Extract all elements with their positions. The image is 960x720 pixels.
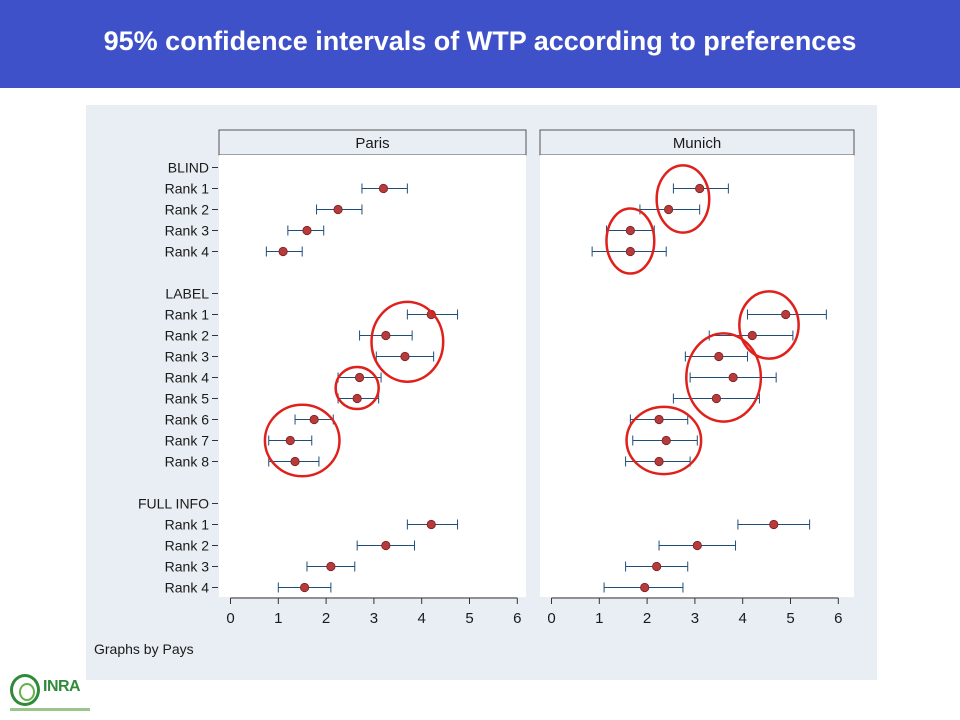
row-label: Rank 3 [165, 223, 210, 239]
row-label: Rank 1 [165, 181, 210, 197]
estimate-point [640, 582, 650, 593]
highlight-circle [625, 405, 703, 476]
slide-title: 95% confidence intervals of WTP accordin… [103, 26, 857, 56]
estimate-point [781, 309, 791, 320]
estimate-point [381, 540, 391, 551]
highlight-circle [738, 290, 800, 360]
x-tick-label: 3 [370, 610, 378, 627]
x-tick-label: 1 [595, 610, 603, 627]
estimate-point [747, 330, 757, 341]
highlight-circle [263, 403, 341, 478]
estimate-point [299, 582, 310, 593]
logo-underline [10, 708, 90, 711]
estimate-point [426, 519, 436, 530]
row-label: Rank 3 [165, 349, 210, 365]
highlight-circle [685, 332, 763, 423]
x-tick-label: 2 [643, 610, 651, 627]
x-tick-label: 5 [465, 610, 473, 627]
estimate-point [278, 246, 288, 257]
highlight-circle [334, 365, 380, 411]
row-label: Rank 1 [165, 517, 210, 533]
estimate-point [290, 456, 300, 467]
estimate-point [769, 519, 779, 530]
estimate-point [654, 456, 664, 467]
estimate-point [625, 225, 635, 236]
x-tick-label: 6 [834, 610, 842, 627]
estimate-point [711, 393, 722, 404]
estimate-point [378, 183, 389, 194]
x-tick-label: 0 [226, 610, 234, 627]
row-label: Rank 2 [165, 202, 210, 218]
highlight-circle [655, 164, 711, 234]
estimate-point [352, 393, 362, 404]
inra-logo-mark [10, 674, 40, 706]
estimate-point [302, 225, 312, 236]
panel-title: Paris [355, 135, 389, 152]
row-label: BLIND [168, 160, 209, 176]
row-label: LABEL [165, 286, 209, 302]
estimate-point [625, 246, 635, 257]
x-tick-label: 4 [418, 610, 426, 627]
x-tick-label: 6 [513, 610, 521, 627]
row-label: Rank 7 [165, 433, 210, 449]
estimate-point [326, 561, 336, 572]
row-label: Rank 8 [165, 454, 210, 470]
estimate-point [664, 204, 674, 215]
panel-plot-area [540, 155, 854, 597]
x-tick-label: 0 [547, 610, 555, 627]
x-tick-label: 5 [786, 610, 794, 627]
estimate-point [692, 540, 702, 551]
logo-text: INRA [43, 678, 81, 695]
row-label: FULL INFO [138, 496, 209, 512]
estimate-point [400, 351, 410, 362]
row-label: Rank 1 [165, 307, 210, 323]
highlight-circle [605, 207, 656, 275]
panel-header [539, 129, 855, 156]
x-tick-label: 1 [274, 610, 282, 627]
row-label: Rank 2 [165, 538, 210, 554]
row-label: Rank 3 [165, 559, 210, 575]
estimate-point [285, 435, 295, 446]
estimate-point [652, 561, 662, 572]
estimate-point [333, 204, 343, 215]
estimate-point [661, 435, 671, 446]
row-label: Rank 4 [165, 244, 210, 260]
graphs-by-note: Graphs by Pays [94, 641, 194, 657]
panel-title: Munich [673, 135, 721, 152]
row-label: Rank 6 [165, 412, 210, 428]
inra-logo-icon: INRA [10, 672, 90, 718]
row-label: Rank 4 [165, 370, 210, 386]
panel-header [218, 129, 527, 156]
estimate-point [728, 372, 738, 383]
x-tick-label: 4 [739, 610, 747, 627]
estimate-point [354, 372, 365, 383]
row-label: Rank 5 [165, 391, 210, 407]
x-tick-label: 2 [322, 610, 330, 627]
highlight-circle [370, 300, 445, 383]
estimate-point [654, 414, 664, 425]
estimate-point [695, 183, 705, 194]
estimate-point [381, 330, 391, 341]
x-tick-label: 3 [691, 610, 699, 627]
estimate-point [309, 414, 319, 425]
row-label: Rank 2 [165, 328, 210, 344]
panel-plot-area [219, 155, 526, 597]
row-label: Rank 4 [165, 580, 210, 596]
estimate-point [714, 351, 724, 362]
title-bar [0, 0, 960, 88]
